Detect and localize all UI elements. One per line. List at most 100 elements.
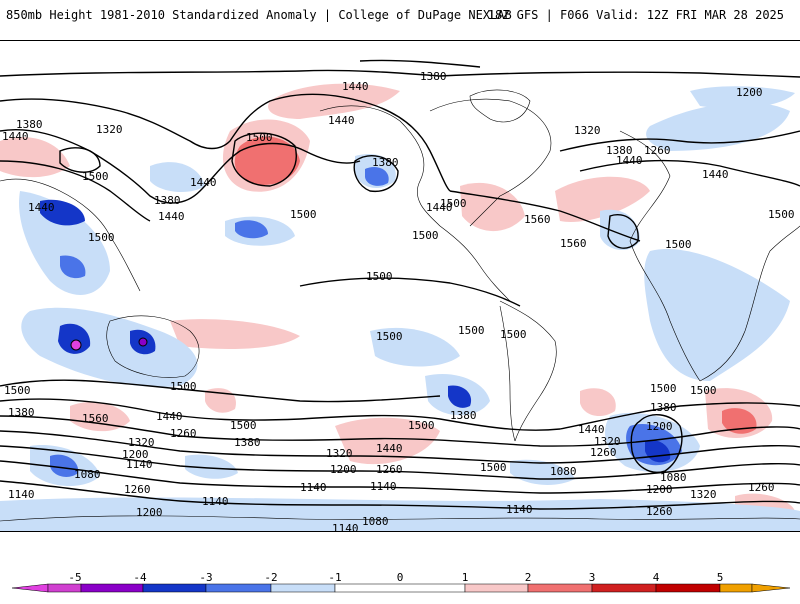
contour-label: 1380 — [650, 401, 677, 414]
contour-label: 1440 — [376, 442, 403, 455]
extreme-negative-marker — [138, 337, 148, 347]
contour-label: 1380 — [16, 118, 43, 131]
anomaly-neg2-region — [50, 454, 79, 477]
contour-label: 1440 — [616, 154, 643, 167]
contour-line — [449, 190, 641, 242]
contour-label: 1260 — [590, 446, 617, 459]
contour-label: 1440 — [156, 410, 183, 423]
anomaly-pos2-region — [722, 408, 757, 434]
anomaly-neg2-region — [60, 255, 86, 279]
contour-label: 1500 — [690, 384, 717, 397]
africa-east-coastline — [699, 225, 800, 382]
colorbar-swatch-neg3 — [142, 583, 207, 593]
contour-line — [299, 277, 521, 307]
anomaly-neg1-region — [150, 162, 205, 193]
contour-label: 1500 — [500, 328, 527, 341]
colorbar-swatch-neg2 — [205, 583, 272, 593]
contour-label: 1440 — [190, 176, 217, 189]
contour-label: 1260 — [646, 505, 673, 518]
colorbar-tick-label: 3 — [589, 571, 596, 584]
contour-label: 1200 — [646, 483, 673, 496]
negative-anomaly-shading — [0, 86, 800, 531]
contour-label: 1140 — [8, 488, 35, 501]
contour-label: 1500 — [246, 131, 273, 144]
contour-line — [59, 147, 101, 173]
contour-line — [0, 430, 800, 464]
contour-label: 1140 — [126, 458, 153, 471]
contour-label: 1140 — [370, 480, 397, 493]
contour-line — [359, 59, 481, 68]
contour-label: 1500 — [170, 380, 197, 393]
contour-label: 1500 — [366, 270, 393, 283]
contour-label: 1500 — [376, 330, 403, 343]
contour-label: 1500 — [88, 231, 115, 244]
anomaly-pos1-region — [170, 319, 300, 349]
contour-label: 1500 — [4, 384, 31, 397]
contour-label: 1080 — [660, 471, 687, 484]
weather-map: 1380 1440 1440 1380 1320 1500 1500 1440 … — [0, 59, 800, 531]
contour-label: 1200 — [330, 463, 357, 476]
contour-label: 1500 — [230, 419, 257, 432]
north-america-coastline — [319, 105, 511, 302]
contour-label: 1140 — [300, 481, 327, 494]
map-title: 850mb Height 1981-2010 Standardized Anom… — [6, 8, 512, 22]
contour-line — [231, 132, 297, 187]
extreme-anomaly-markers — [70, 337, 148, 351]
contour-label: 1560 — [524, 213, 551, 226]
contour-label: 1320 — [594, 435, 621, 448]
colorbar-tick-label: -4 — [133, 571, 147, 584]
anomaly-neg1-region — [646, 102, 790, 151]
europe-africa-coastline — [619, 130, 701, 382]
contour-label: 1380 — [154, 194, 181, 207]
colorbar-tick-label: 1 — [462, 571, 469, 584]
colorbar-swatch-pos5 — [751, 583, 791, 593]
colorbar-tick-label: -2 — [264, 571, 277, 584]
contour-label: 1500 — [665, 238, 692, 251]
anomaly-colorbar: -5 -4 -3 -2 -1 0 1 2 3 4 5 — [0, 570, 800, 600]
contour-label: 1320 — [96, 123, 123, 136]
contour-label: 1260 — [170, 427, 197, 440]
contour-label: 1440 — [328, 114, 355, 127]
contour-label: 1200 — [122, 448, 149, 461]
colorbar-tick-labels: -5 -4 -3 -2 -1 0 1 2 3 4 5 — [68, 571, 723, 584]
contour-label: 1080 — [550, 465, 577, 478]
anomaly-neg1-region — [185, 454, 238, 479]
colorbar-tick-label: 4 — [653, 571, 660, 584]
contour-label: 1380 — [372, 156, 399, 169]
anomaly-neg1-region — [690, 86, 795, 109]
contour-line — [0, 480, 800, 510]
contour-label: 1500 — [82, 170, 109, 183]
contour-label: 1080 — [362, 515, 389, 528]
antarctica-coastline — [0, 515, 800, 522]
anomaly-neg1-region — [644, 249, 790, 381]
colorbar-tick-label: 5 — [717, 571, 724, 584]
colorbar-swatch-neg4 — [80, 583, 144, 593]
contour-label: 1500 — [480, 461, 507, 474]
contour-label: 1440 — [702, 168, 729, 181]
contour-label: 1560 — [560, 237, 587, 250]
contour-line — [630, 414, 683, 473]
south-america-west-coastline — [499, 305, 516, 442]
anomaly-neg1-region — [21, 307, 198, 387]
contour-label: 1440 — [578, 423, 605, 436]
contour-label: 1380 — [606, 144, 633, 157]
contour-label: 1440 — [158, 210, 185, 223]
contour-label: 1260 — [376, 463, 403, 476]
colorbar-tick-label: 0 — [397, 571, 404, 584]
contour-label: 1260 — [644, 144, 671, 157]
colorbar-tick-label: -3 — [199, 571, 212, 584]
contour-label: 1320 — [128, 436, 155, 449]
contour-label: 1500 — [290, 208, 317, 221]
contour-label: 1380 — [234, 436, 261, 449]
anomaly-neg1-region — [0, 497, 800, 531]
contour-line — [0, 69, 800, 78]
contour-label: 1320 — [326, 447, 353, 460]
contour-label: 1500 — [408, 419, 435, 432]
contour-label: 1380 — [8, 406, 35, 419]
map-header: 850mb Height 1981-2010 Standardized Anom… — [0, 0, 800, 32]
contour-line — [0, 445, 800, 480]
contour-label: 1200 — [136, 506, 163, 519]
anomaly-pos1-region — [460, 182, 525, 232]
coastlines — [0, 89, 800, 522]
contour-label: 1500 — [768, 208, 795, 221]
